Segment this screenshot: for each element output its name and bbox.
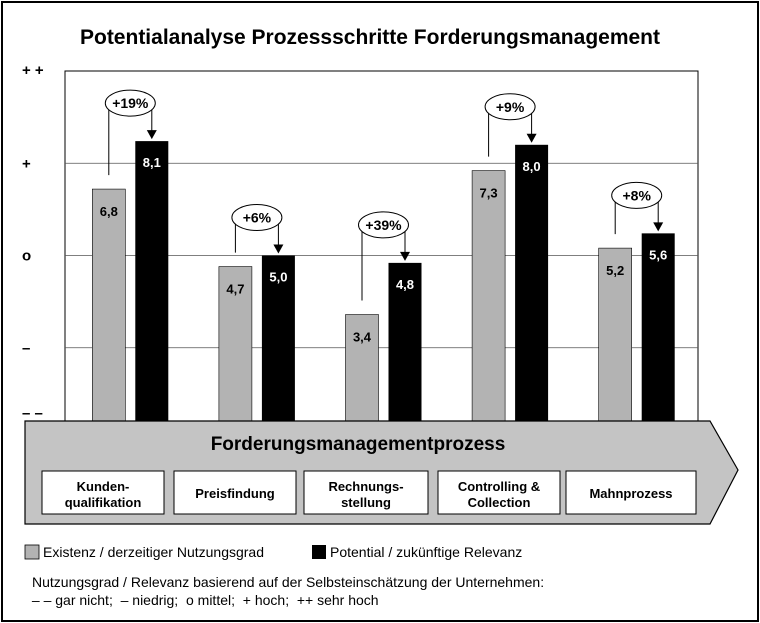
category-label: Rechnungs-stellung [328,479,403,510]
legend-swatch-potential [312,545,326,559]
legend: Existenz / derzeitiger Nutzungsgrad Poten… [24,544,522,560]
delta-bubble [484,93,536,121]
delta-arrowhead [400,251,410,261]
delta-arrowhead [653,222,664,232]
y-scale-label: o [22,248,31,265]
delta-bubble [104,89,156,117]
delta-arrowhead [526,133,537,143]
delta-bubble [611,181,663,209]
bar-existing [471,170,506,441]
delta-arrowhead [146,130,157,140]
process-step-box [565,470,697,515]
delta-arrowhead [273,244,284,254]
bar-potential [388,262,422,440]
value-label: 5,6 [649,247,667,262]
scale-note-line1: Nutzungsgrad / Relevanz basierend auf de… [32,574,544,590]
legend-label-existing: Existenz / derzeitiger Nutzungsgrad [43,544,264,560]
category-label: Controlling & Collection [458,479,540,510]
legend-label-potential: Potential / zukünftige Relevanz [330,544,522,560]
process-arrow: Forderungsmanagementprozess Kunden-qualif… [24,420,739,525]
y-scale-label: – – [22,405,43,422]
bar-potential [515,144,549,441]
value-label: 7,3 [480,186,498,201]
bar-existing [598,247,633,441]
category-label: Preisfindung [195,486,275,501]
process-step-box [173,470,297,515]
bars: 6,8 8,1 +19% 4,7 5,0 +6% 3,4 4,8 +39% 7,3 8,0 +9% 5,… [92,89,675,441]
delta-label: +19% [112,95,149,111]
delta-bubble [358,211,409,239]
scale-note-line2: – – gar nicht; – niedrig; o mittel; + ho… [28,592,379,608]
y-scale-labels: + + + o – – – [22,62,44,422]
delta-bubble [231,204,283,231]
value-label: 3,4 [353,330,372,345]
chart-title: Potentialanalyse Prozessschritte Forderu… [80,26,660,49]
process-step-box [437,470,561,515]
value-label: 4,8 [396,277,414,292]
bar-existing [92,188,126,441]
category-label: Kunden-qualifikation [65,479,142,510]
bar-existing [345,314,379,441]
value-label: 5,0 [269,270,287,285]
y-scale-label: + + [22,62,44,79]
delta-label: +6% [243,210,272,226]
value-label: 6,8 [100,204,118,219]
process-title: Forderungsmanagementprozess [211,434,506,455]
value-label: 5,2 [606,263,624,278]
y-scale-label: + [22,155,31,172]
delta-label: +9% [496,99,525,115]
category-label: Mahnprozess [589,486,672,501]
value-label: 8,0 [523,159,541,174]
delta-label: +39% [365,217,402,233]
y-scale-label: – [22,340,30,357]
bar-potential [135,141,169,441]
bar-potential [641,233,675,440]
delta-label: +8% [622,187,651,203]
process-step-box [303,470,429,515]
process-step-box [41,470,165,515]
bar-potential [261,255,295,440]
value-label: 4,7 [226,282,244,297]
legend-swatch-existing [24,544,40,560]
value-label: 8,1 [143,155,161,170]
